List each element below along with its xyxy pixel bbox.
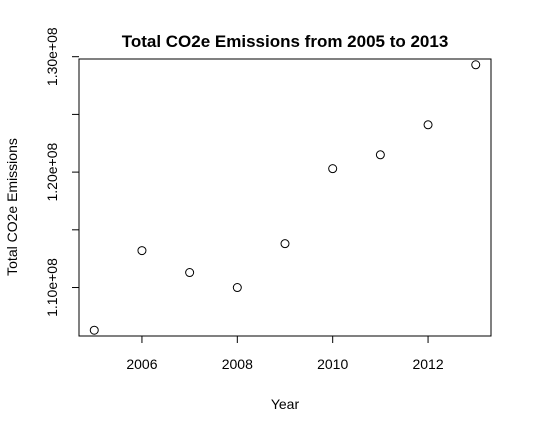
data-point	[232, 283, 242, 293]
x-tick-label: 2010	[317, 356, 348, 372]
data-point	[375, 150, 385, 160]
chart-title: Total CO2e Emissions from 2005 to 2013	[122, 32, 449, 51]
y-axis-label: Total CO2e Emissions	[4, 138, 20, 276]
data-points	[89, 60, 481, 335]
y-tick-label: 1.20e+08	[44, 143, 60, 202]
x-axis: 2006 2008 2010 2012	[126, 336, 444, 372]
data-point	[89, 325, 99, 335]
data-point	[137, 246, 147, 256]
data-point	[280, 239, 290, 249]
y-tick-label: 1.30e+08	[44, 27, 60, 86]
data-point	[471, 60, 481, 70]
y-axis: 1.10e+08 1.20e+08 1.30e+08	[44, 27, 79, 317]
data-point	[185, 268, 195, 278]
x-tick-label: 2006	[126, 356, 157, 372]
x-tick-label: 2012	[412, 356, 443, 372]
plot-frame	[78, 58, 492, 337]
data-point	[328, 164, 338, 174]
x-tick-label: 2008	[222, 356, 253, 372]
y-tick-label: 1.10e+08	[44, 258, 60, 317]
data-point	[423, 120, 433, 130]
x-axis-label: Year	[271, 396, 300, 412]
